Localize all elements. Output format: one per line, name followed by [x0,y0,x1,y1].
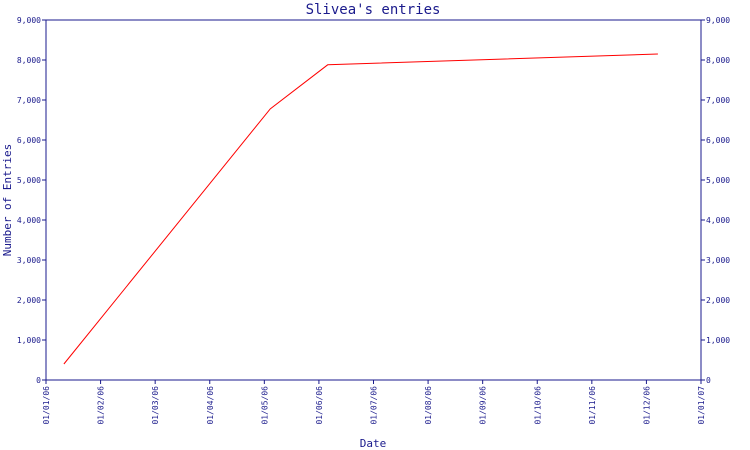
y-axis-left: 0 1,000 2,000 3,000 4,000 5,000 6,000 7,000 8,00… [17,16,46,385]
x-tick-label: 01/07/06 [370,386,379,425]
y-tick-label-left: 4,000 [17,216,41,225]
y-tick-label-left: 3,000 [17,256,41,265]
y-tick-label-right: 6,000 [706,136,730,145]
x-tick-label: 01/06/06 [315,386,324,425]
y-tick-label-right: 5,000 [706,176,730,185]
y-tick-label-left: 5,000 [17,176,41,185]
x-axis-title: Date [360,437,387,450]
y-tick-label-left: 8,000 [17,56,41,65]
y-tick-label-left: 6,000 [17,136,41,145]
y-tick-label-right: 9,000 [706,16,730,25]
chart-title: Slivea's entries [306,2,441,18]
x-tick-label: 01/10/06 [533,386,542,425]
series-layer [63,53,658,365]
y-tick-label-right: 1,000 [706,336,730,345]
y-tick-label-left: 2,000 [17,296,41,305]
x-tick-label: 01/12/06 [642,386,651,425]
x-tick-label: 01/03/06 [151,386,160,425]
series-line [63,53,658,365]
y-tick-label-left: 9,000 [17,16,41,25]
y-tick-label-right: 7,000 [706,96,730,105]
y-tick-label-left: 7,000 [17,96,41,105]
x-tick-label: 01/04/06 [206,386,215,425]
x-axis: 01/01/06 01/02/06 01/03/06 01/04/06 01/05/06… [42,380,706,425]
x-tick-label: 01/01/06 [42,386,51,425]
x-tick-label: 01/05/06 [260,386,269,425]
y-tick-label-right: 8,000 [706,56,730,65]
y-tick-label-left: 0 [36,376,41,385]
y-axis-right: 0 1,000 2,000 3,000 4,000 5,000 6,000 7,000 8,00… [701,16,730,385]
x-tick-label: 01/09/06 [479,386,488,425]
y-tick-label-right: 3,000 [706,256,730,265]
y-tick-label-right: 4,000 [706,216,730,225]
y-axis-title: Number of Entries [1,144,14,257]
x-tick-label: 01/08/06 [424,386,433,425]
y-tick-label-right: 2,000 [706,296,730,305]
x-tick-label: 01/01/07 [697,386,706,425]
x-tick-label: 01/11/06 [588,386,597,425]
y-tick-label-right: 0 [706,376,711,385]
plot-area [45,19,702,381]
x-tick-label: 01/02/06 [97,386,106,425]
y-tick-label-left: 1,000 [17,336,41,345]
